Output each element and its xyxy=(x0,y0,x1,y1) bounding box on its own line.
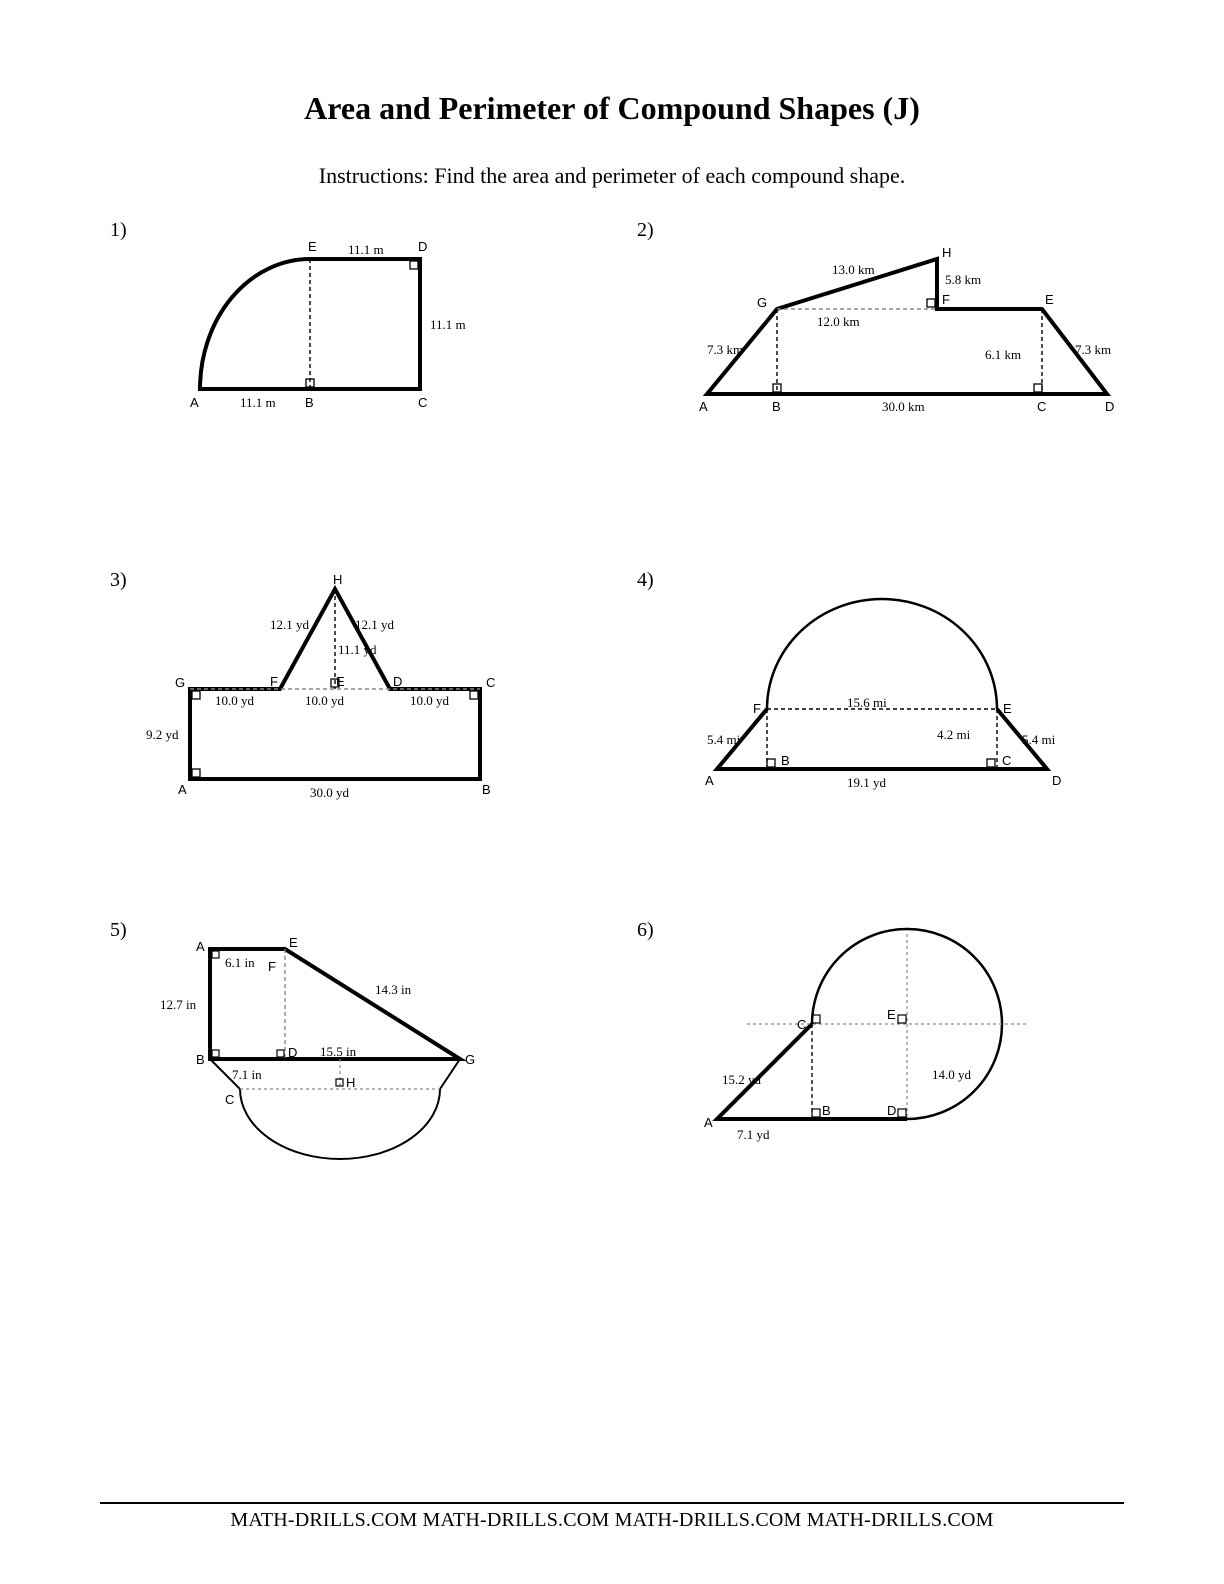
figure-1: E D A B C 11.1 m 11.1 m 11.1 m xyxy=(160,229,490,429)
svg-text:30.0 km: 30.0 km xyxy=(882,399,925,414)
svg-text:15.2 yd: 15.2 yd xyxy=(722,1072,762,1087)
svg-text:G: G xyxy=(757,295,767,310)
svg-text:D: D xyxy=(418,239,427,254)
svg-text:F: F xyxy=(753,701,761,716)
svg-text:A: A xyxy=(699,399,708,414)
svg-text:C: C xyxy=(486,675,495,690)
svg-text:15.5 in: 15.5 in xyxy=(320,1044,357,1059)
problem-number: 1) xyxy=(110,219,127,242)
svg-text:A: A xyxy=(190,395,199,410)
svg-text:E: E xyxy=(336,674,345,689)
svg-text:B: B xyxy=(781,753,790,768)
problem-number: 2) xyxy=(637,219,654,242)
svg-text:4.2 mi: 4.2 mi xyxy=(937,727,971,742)
svg-text:A: A xyxy=(196,939,205,954)
svg-text:14.0 yd: 14.0 yd xyxy=(932,1067,972,1082)
svg-text:D: D xyxy=(887,1103,896,1118)
problem-4: 4) F E A B C D 15.6 mi 5.4 xyxy=(627,569,1124,799)
figure-6: C E A B D 15.2 yd 14.0 yd 7.1 yd xyxy=(687,929,1087,1169)
svg-text:F: F xyxy=(270,674,278,689)
svg-text:7.1 in: 7.1 in xyxy=(232,1067,262,1082)
svg-text:30.0 yd: 30.0 yd xyxy=(310,785,350,800)
svg-text:E: E xyxy=(1003,701,1012,716)
svg-text:15.6 mi: 15.6 mi xyxy=(847,695,887,710)
svg-text:10.0 yd: 10.0 yd xyxy=(410,693,450,708)
svg-text:C: C xyxy=(1037,399,1046,414)
figure-5: A E F B D G C H 6.1 in 14.3 in 12.7 in 1… xyxy=(160,929,540,1169)
svg-text:13.0 km: 13.0 km xyxy=(832,262,875,277)
figure-4: F E A B C D 15.6 mi 5.4 mi 4.2 mi 5.4 mi… xyxy=(687,579,1107,809)
problem-3: 3) H G F E D C A B xyxy=(100,569,597,799)
problem-number: 6) xyxy=(637,919,654,942)
svg-text:G: G xyxy=(175,675,185,690)
svg-text:7.3 km: 7.3 km xyxy=(1075,342,1111,357)
svg-text:B: B xyxy=(772,399,781,414)
svg-text:11.1 m: 11.1 m xyxy=(430,317,466,332)
svg-text:5.4 mi: 5.4 mi xyxy=(707,732,741,747)
svg-text:7.1 yd: 7.1 yd xyxy=(737,1127,770,1142)
svg-text:F: F xyxy=(942,292,950,307)
svg-text:H: H xyxy=(346,1075,355,1090)
svg-text:B: B xyxy=(482,782,491,797)
svg-text:C: C xyxy=(225,1092,234,1107)
svg-text:12.7 in: 12.7 in xyxy=(160,997,197,1012)
svg-text:5.4 mi: 5.4 mi xyxy=(1022,732,1056,747)
problem-2: 2) G H F E A B C D xyxy=(627,219,1124,449)
svg-text:9.2 yd: 9.2 yd xyxy=(146,727,179,742)
page-title: Area and Perimeter of Compound Shapes (J… xyxy=(100,90,1124,127)
problem-grid: 1) E D A B C 11.1 m 11.1 m 11.1 m xyxy=(100,219,1124,1149)
svg-text:5.8 km: 5.8 km xyxy=(945,272,981,287)
svg-text:12.0 km: 12.0 km xyxy=(817,314,860,329)
problem-5: 5) A E F B D G xyxy=(100,919,597,1149)
svg-text:G: G xyxy=(465,1052,475,1067)
svg-text:B: B xyxy=(305,395,314,410)
svg-text:F: F xyxy=(268,959,276,974)
svg-text:12.1 yd: 12.1 yd xyxy=(270,617,310,632)
svg-text:C: C xyxy=(1002,753,1011,768)
svg-text:B: B xyxy=(822,1103,831,1118)
svg-text:A: A xyxy=(704,1115,713,1130)
problem-1: 1) E D A B C 11.1 m 11.1 m 11.1 m xyxy=(100,219,597,449)
problem-number: 5) xyxy=(110,919,127,942)
svg-text:C: C xyxy=(797,1017,806,1032)
footer: MATH-DRILLS.COM MATH-DRILLS.COM MATH-DRI… xyxy=(0,1509,1224,1532)
svg-text:B: B xyxy=(196,1052,205,1067)
svg-text:D: D xyxy=(393,674,402,689)
svg-text:14.3 in: 14.3 in xyxy=(375,982,412,997)
svg-text:6.1 km: 6.1 km xyxy=(985,347,1021,362)
svg-text:12.1 yd: 12.1 yd xyxy=(355,617,395,632)
instructions: Instructions: Find the area and perimete… xyxy=(100,163,1124,189)
svg-text:11.1 m: 11.1 m xyxy=(348,242,384,257)
svg-text:A: A xyxy=(705,773,714,788)
svg-text:E: E xyxy=(1045,292,1054,307)
svg-text:D: D xyxy=(1105,399,1114,414)
svg-text:H: H xyxy=(333,572,342,587)
problem-6: 6) C E A B D 15.2 yd xyxy=(627,919,1124,1149)
problem-number: 4) xyxy=(637,569,654,592)
footer-rule xyxy=(100,1502,1124,1504)
svg-text:11.1 m: 11.1 m xyxy=(240,395,276,410)
problem-number: 3) xyxy=(110,569,127,592)
svg-text:E: E xyxy=(308,239,317,254)
figure-3: H G F E D C A B 12.1 yd 12.1 yd 11.1 yd … xyxy=(160,579,540,819)
svg-text:E: E xyxy=(887,1007,896,1022)
svg-text:H: H xyxy=(942,245,951,260)
svg-text:D: D xyxy=(1052,773,1061,788)
svg-text:7.3 km: 7.3 km xyxy=(707,342,743,357)
figure-2: G H F E A B C D 13.0 km 5.8 km 12.0 km 7… xyxy=(687,229,1127,429)
svg-text:A: A xyxy=(178,782,187,797)
svg-text:10.0 yd: 10.0 yd xyxy=(215,693,255,708)
svg-text:11.1 yd: 11.1 yd xyxy=(338,642,377,657)
svg-text:D: D xyxy=(288,1045,297,1060)
svg-text:6.1 in: 6.1 in xyxy=(225,955,255,970)
svg-text:10.0 yd: 10.0 yd xyxy=(305,693,345,708)
svg-text:19.1 yd: 19.1 yd xyxy=(847,775,887,790)
svg-text:E: E xyxy=(289,935,298,950)
svg-text:C: C xyxy=(418,395,427,410)
